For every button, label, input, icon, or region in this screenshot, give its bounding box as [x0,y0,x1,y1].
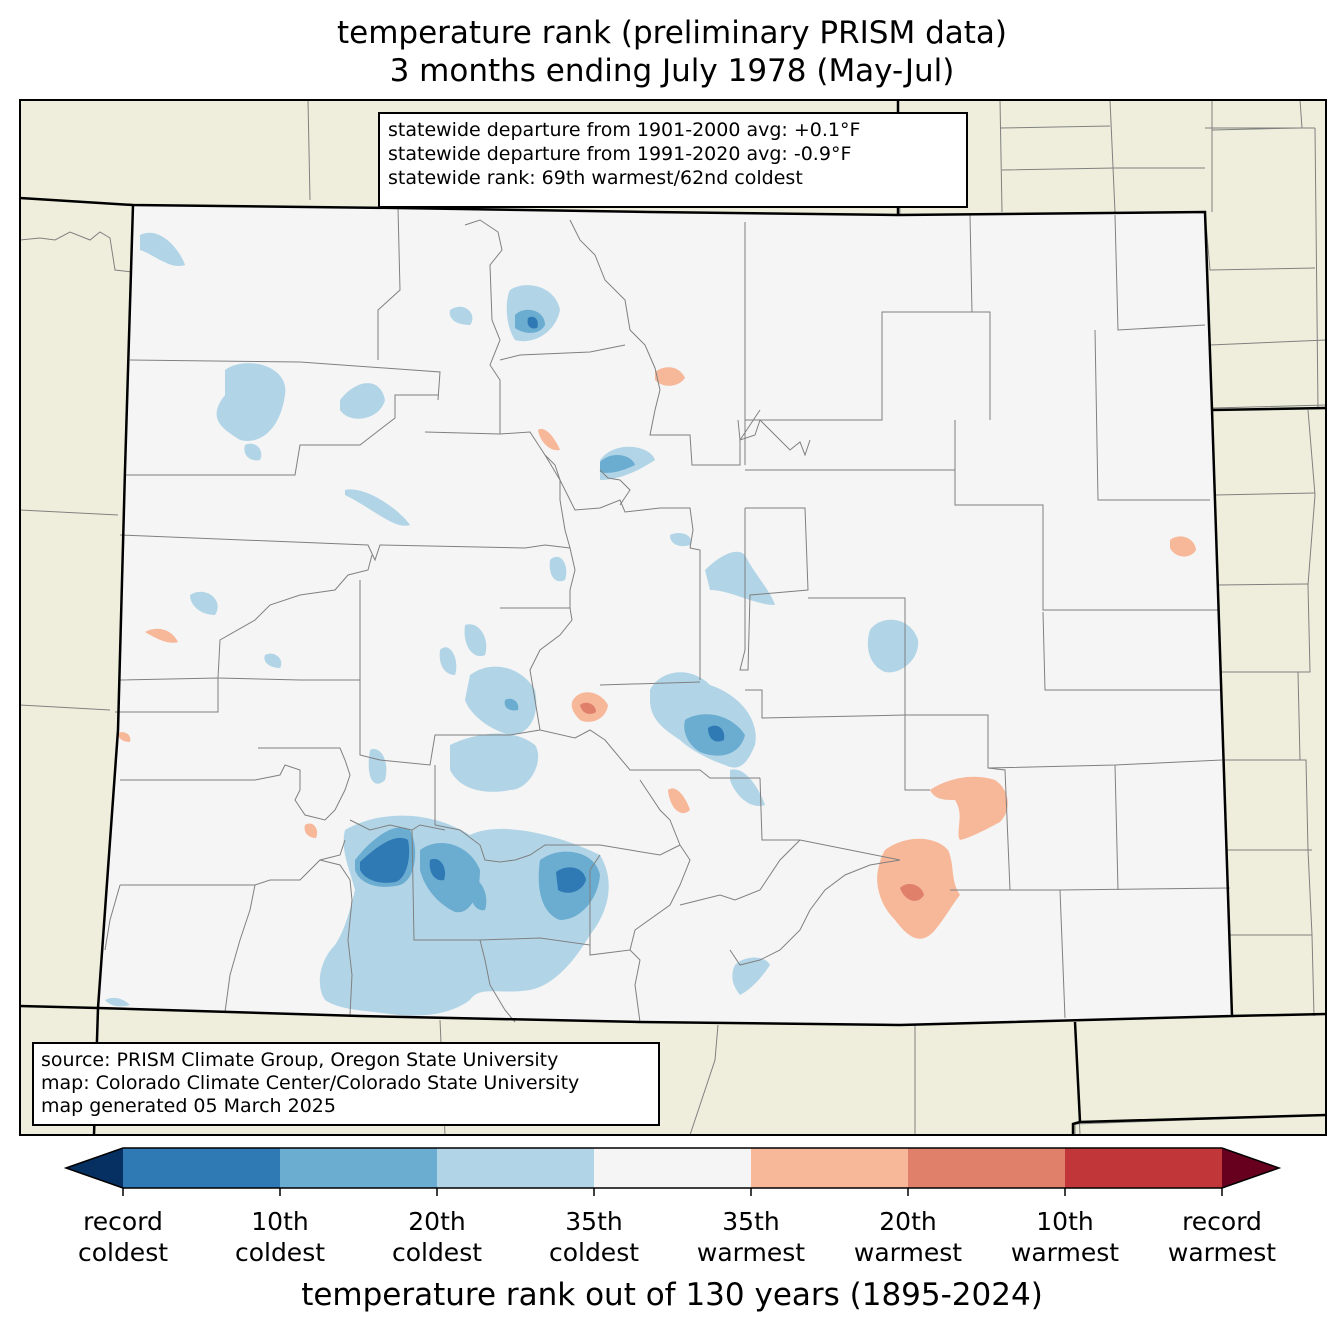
colorbar-label-10th-warmest: 10th warmest [1010,1207,1120,1267]
warm-anomaly-areas [118,367,1196,939]
map-title-line-1: temperature rank (preliminary PRISM data… [336,15,1007,51]
colorbar-extend-warm [1222,1148,1279,1188]
colorado-land [98,205,1232,1025]
colorbar-segment-10th-to-20th-coldest [280,1148,437,1188]
source-line: source: PRISM Climate Group, Oregon Stat… [41,1049,559,1071]
source-credit-box: source: PRISM Climate Group, Oregon Stat… [32,1042,660,1126]
colorbar-label-record-warmest: record warmest [1167,1207,1277,1267]
colorbar-label-10th-coldest: 10th coldest [234,1207,326,1267]
colorbar-label-20th-warmest: 20th warmest [853,1207,963,1267]
colorbar-ticks [122,1188,1223,1196]
colorbar-extend-cold [66,1148,123,1188]
colorbar-segment-20th-to-10th-warmest [908,1148,1065,1188]
colorbar-segment-20th-to-35th-coldest [437,1148,594,1188]
colorbar-label-record-coldest: record coldest [77,1207,169,1267]
colorbar-segment-middle [594,1148,751,1188]
stats-departure-1901-2000: statewide departure from 1901-2000 avg: … [388,119,861,141]
stats-departure-1991-2020: statewide departure from 1991-2020 avg: … [388,143,852,165]
colorbar-label-20th-coldest: 20th coldest [391,1207,483,1267]
map-credit-line: map: Colorado Climate Center/Colorado St… [41,1072,580,1094]
stats-statewide-rank: statewide rank: 69th warmest/62nd coldes… [388,167,803,189]
map-frame [19,99,1327,1136]
colorbar [63,1147,1282,1196]
colorbar-title: temperature rank out of 130 years (1895-… [301,1277,1043,1313]
colorado-county-lines [104,207,1231,1023]
colorbar-segment-record-to-10th-coldest [123,1148,280,1188]
statewide-stats-box: statewide departure from 1901-2000 avg: … [378,112,968,208]
cool-anomaly-areas [105,232,919,1016]
colorbar-segment-10th-to-record-warmest [1065,1148,1222,1188]
colorbar-segment-35th-to-20th-warmest [751,1148,908,1188]
generated-date-line: map generated 05 March 2025 [41,1095,336,1117]
map-title-line-2: 3 months ending July 1978 (May-Jul) [389,53,955,89]
colorbar-label-35th-warmest: 35th warmest [696,1207,806,1267]
colorbar-label-35th-coldest: 35th coldest [548,1207,640,1267]
